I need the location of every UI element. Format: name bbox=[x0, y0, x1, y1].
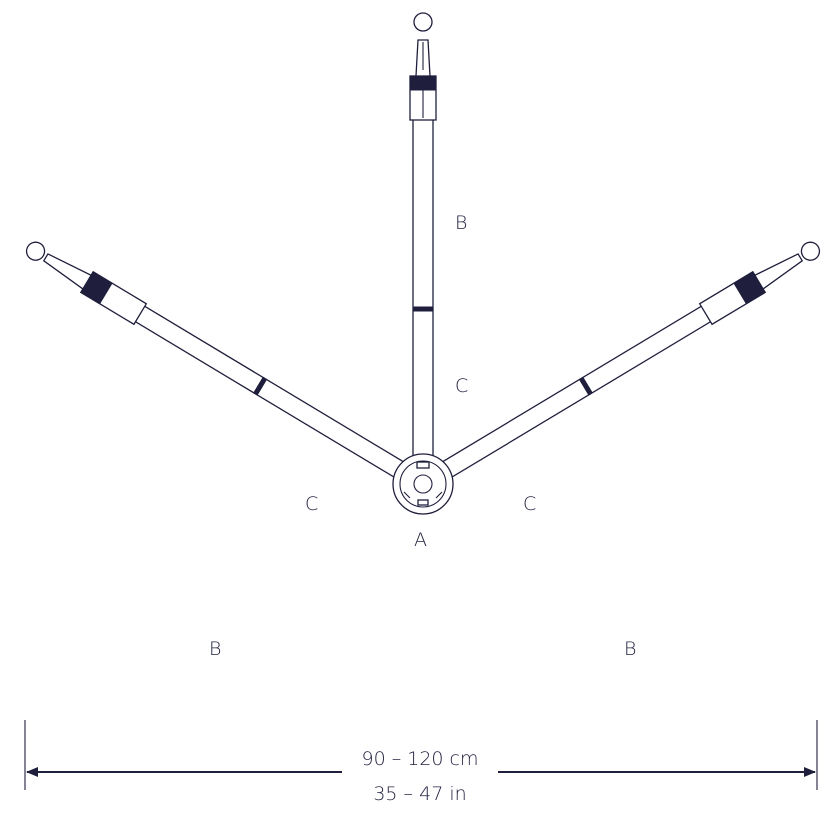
label-left-inner: C bbox=[305, 493, 318, 515]
arm-right-ring bbox=[800, 241, 821, 261]
arm-right-tip bbox=[753, 253, 804, 290]
arm-top bbox=[409, 12, 437, 459]
label-top-outer: B bbox=[455, 212, 467, 234]
arm-right-joint bbox=[578, 376, 593, 396]
center-hub bbox=[392, 453, 454, 515]
label-left-outer: B bbox=[209, 638, 221, 660]
arm-left bbox=[25, 241, 412, 483]
label-right-outer: B bbox=[624, 638, 636, 660]
arm-left-tip bbox=[42, 253, 93, 290]
arm-left-joint bbox=[253, 376, 268, 396]
dimension-metric: 90 – 120 cm bbox=[361, 748, 478, 770]
arm-left-ring bbox=[25, 241, 46, 261]
arm-top-ring bbox=[413, 12, 433, 32]
label-right-inner: C bbox=[523, 493, 536, 515]
arm-top-joint bbox=[412, 306, 434, 312]
dimension-imperial: 35 – 47 in bbox=[373, 783, 466, 805]
label-hub: A bbox=[414, 529, 427, 551]
arm-right bbox=[434, 241, 821, 483]
label-top-inner: C bbox=[455, 375, 468, 397]
dimension-indicator: 90 – 120 cm 35 – 47 in bbox=[24, 720, 818, 805]
